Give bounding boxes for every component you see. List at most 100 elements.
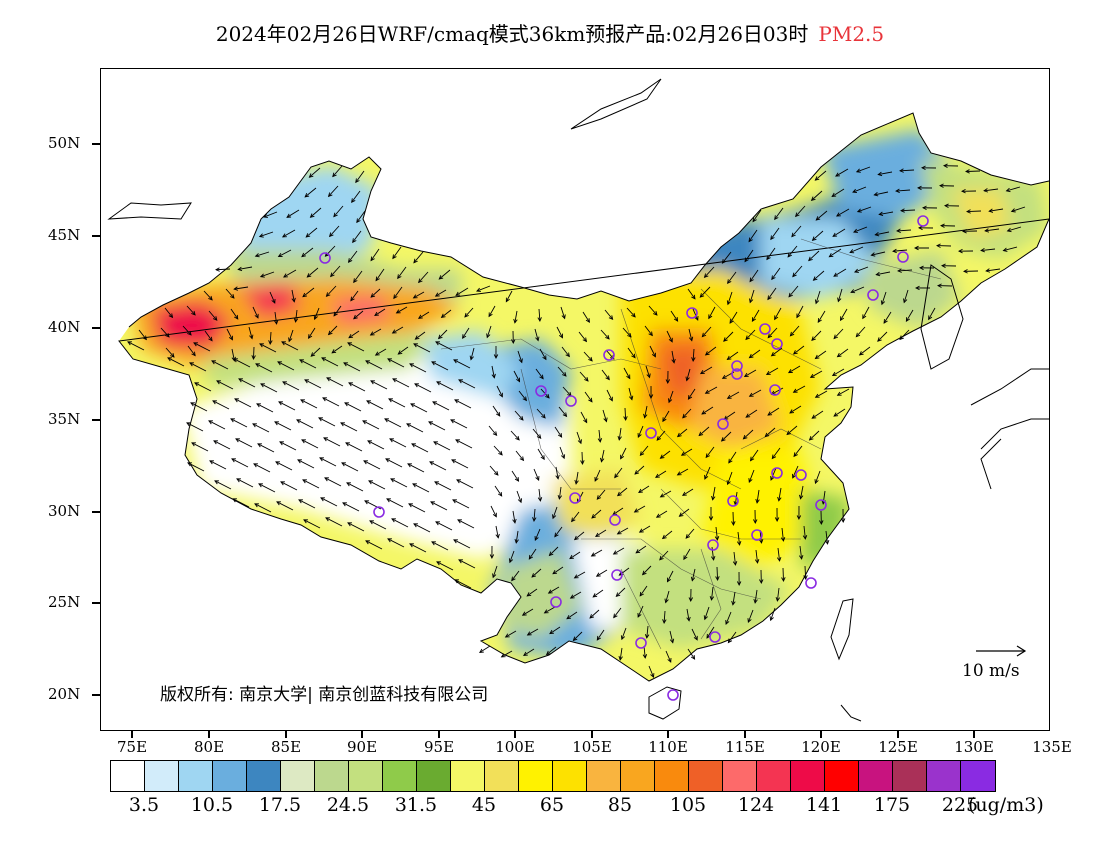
wind-arrow-head xyxy=(732,561,738,566)
wind-arrow xyxy=(406,423,424,433)
wind-arrow xyxy=(494,485,503,497)
wind-arrow-head xyxy=(623,416,628,421)
wind-arrow-head xyxy=(659,555,664,561)
wind-arrow xyxy=(747,609,754,623)
wind-arrow-head xyxy=(767,295,772,301)
wind-arrow-head xyxy=(676,432,682,438)
wind-arrow-head xyxy=(528,554,534,560)
wind-arrow-head xyxy=(541,413,546,419)
wind-arrow xyxy=(326,377,344,387)
wind-arrow-head xyxy=(650,673,655,679)
wind-arrow-head xyxy=(774,215,779,221)
wind-arrow xyxy=(291,289,295,302)
wind-arrow-head xyxy=(191,351,196,357)
wind-arrow-head xyxy=(347,342,352,347)
wind-arrow xyxy=(304,187,317,198)
wind-arrow-head xyxy=(811,236,817,241)
wind-arrow xyxy=(298,499,316,509)
wind-arrow-head xyxy=(828,253,834,258)
lon-label: 115E xyxy=(725,738,765,756)
wind-arrow-head xyxy=(232,498,237,503)
lat-label: 35N xyxy=(48,410,81,428)
wind-arrow-head xyxy=(569,554,575,560)
wind-arrow-head xyxy=(736,581,742,586)
wind-arrow-head xyxy=(691,294,696,300)
wind-arrow xyxy=(411,443,429,453)
wind-arrow xyxy=(853,226,868,233)
wind-arrow-head xyxy=(786,430,792,436)
wind-arrow-head xyxy=(566,614,572,620)
lat-label: 45N xyxy=(48,226,81,244)
wind-arrow xyxy=(788,285,799,298)
wind-arrow-head xyxy=(170,352,175,358)
wind-arrow-head xyxy=(781,577,786,582)
wind-arrow-head xyxy=(817,318,822,323)
wind-arrow-head xyxy=(612,550,618,555)
wind-arrow xyxy=(574,531,585,540)
wind-arrow-head xyxy=(651,352,656,358)
wind-arrow xyxy=(514,310,518,323)
wind-arrow xyxy=(681,448,693,456)
wind-arrow xyxy=(874,191,889,196)
wind-arrow xyxy=(822,490,826,504)
wind-arrow xyxy=(682,488,694,496)
wind-arrow-head xyxy=(496,411,501,417)
wind-arrow-head xyxy=(824,539,830,545)
wind-arrow-head xyxy=(413,523,418,528)
wind-arrow-head xyxy=(454,579,459,584)
wind-arrow xyxy=(716,566,719,581)
wind-arrow-head xyxy=(236,478,241,483)
wind-arrow-head xyxy=(340,422,345,427)
wind-arrow xyxy=(744,249,754,262)
wind-arrow xyxy=(723,411,736,420)
site-marker xyxy=(771,467,783,479)
wind-arrow-head xyxy=(903,298,908,304)
wind-arrow xyxy=(660,490,672,498)
wind-arrow-head xyxy=(412,294,418,299)
wind-arrow xyxy=(554,426,562,438)
wind-arrow-head xyxy=(798,494,804,500)
wind-arrow xyxy=(397,266,407,279)
wind-arrow-head xyxy=(259,343,264,348)
wind-arrow xyxy=(573,631,583,641)
wind-arrow xyxy=(666,330,673,343)
wind-arrow xyxy=(682,408,692,419)
wind-arrow xyxy=(165,347,175,358)
wind-arrow xyxy=(476,285,491,292)
wind-arrow-head xyxy=(547,589,553,594)
wind-arrow xyxy=(639,525,651,533)
wind-arrow-head xyxy=(464,312,469,318)
wind-arrow-head xyxy=(431,541,436,546)
wind-arrow xyxy=(549,626,561,634)
wind-arrow xyxy=(744,369,757,377)
colorbar-label: 65 xyxy=(539,794,565,816)
wind-arrow-head xyxy=(278,401,283,406)
wind-arrow xyxy=(835,168,849,177)
wind-arrow-head xyxy=(590,552,596,557)
wind-arrow-head xyxy=(391,329,397,334)
wind-arrow-head xyxy=(513,318,518,324)
wind-arrow xyxy=(626,307,636,318)
colorbar-label: 17.5 xyxy=(258,794,302,816)
wind-arrow xyxy=(878,171,893,175)
wind-arrow xyxy=(668,390,674,403)
wind-arrow-head xyxy=(306,273,312,278)
wind-arrow xyxy=(281,341,299,351)
wind-arrow xyxy=(413,343,431,353)
colorbar-swatch xyxy=(723,761,757,791)
wind-arrow xyxy=(751,309,760,322)
wind-arrow xyxy=(282,229,296,238)
wind-arrow-head xyxy=(583,418,588,424)
wind-arrow xyxy=(799,545,803,559)
wind-arrow xyxy=(209,460,227,470)
wind-arrow-head xyxy=(796,313,801,319)
wind-arrow xyxy=(370,288,381,298)
wind-arrow-head xyxy=(494,471,499,476)
wind-arrow-head xyxy=(766,255,771,261)
wind-arrow xyxy=(810,370,823,378)
wind-arrow-head xyxy=(574,479,579,485)
wind-arrow-head xyxy=(492,431,498,437)
wind-scale-label: 10 m/s xyxy=(962,661,1020,681)
wind-arrow-head xyxy=(915,285,920,291)
wind-arrow-head xyxy=(917,185,922,191)
